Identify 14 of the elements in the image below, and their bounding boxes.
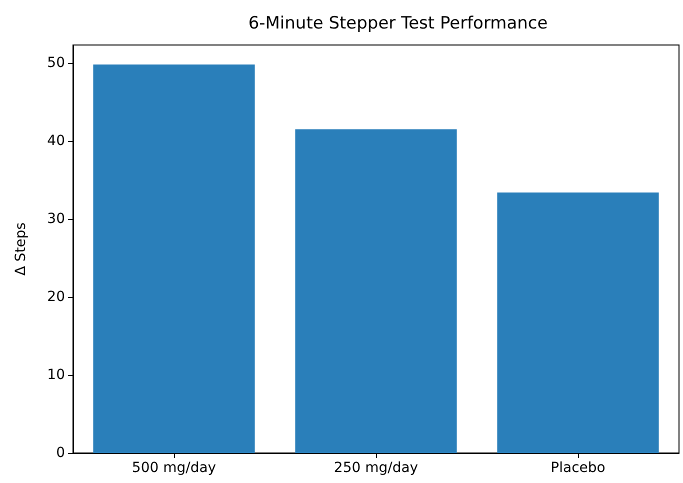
y-tick-label: 40 bbox=[47, 132, 65, 149]
y-tick-label: 10 bbox=[47, 366, 65, 383]
bar bbox=[497, 192, 659, 453]
chart-title: 6-Minute Stepper Test Performance bbox=[248, 14, 548, 34]
y-tick-label: 20 bbox=[47, 288, 65, 305]
bar bbox=[93, 64, 255, 453]
x-tick-label: 500 mg/day bbox=[132, 460, 216, 476]
bar bbox=[295, 129, 457, 453]
y-tick-label: 50 bbox=[47, 54, 65, 71]
y-tick-label: 30 bbox=[47, 210, 65, 227]
x-tick-label: 250 mg/day bbox=[334, 460, 418, 476]
x-tick-label: Placebo bbox=[550, 460, 606, 476]
y-axis-title: Δ Steps bbox=[13, 222, 29, 276]
y-tick-label: 0 bbox=[56, 445, 65, 461]
